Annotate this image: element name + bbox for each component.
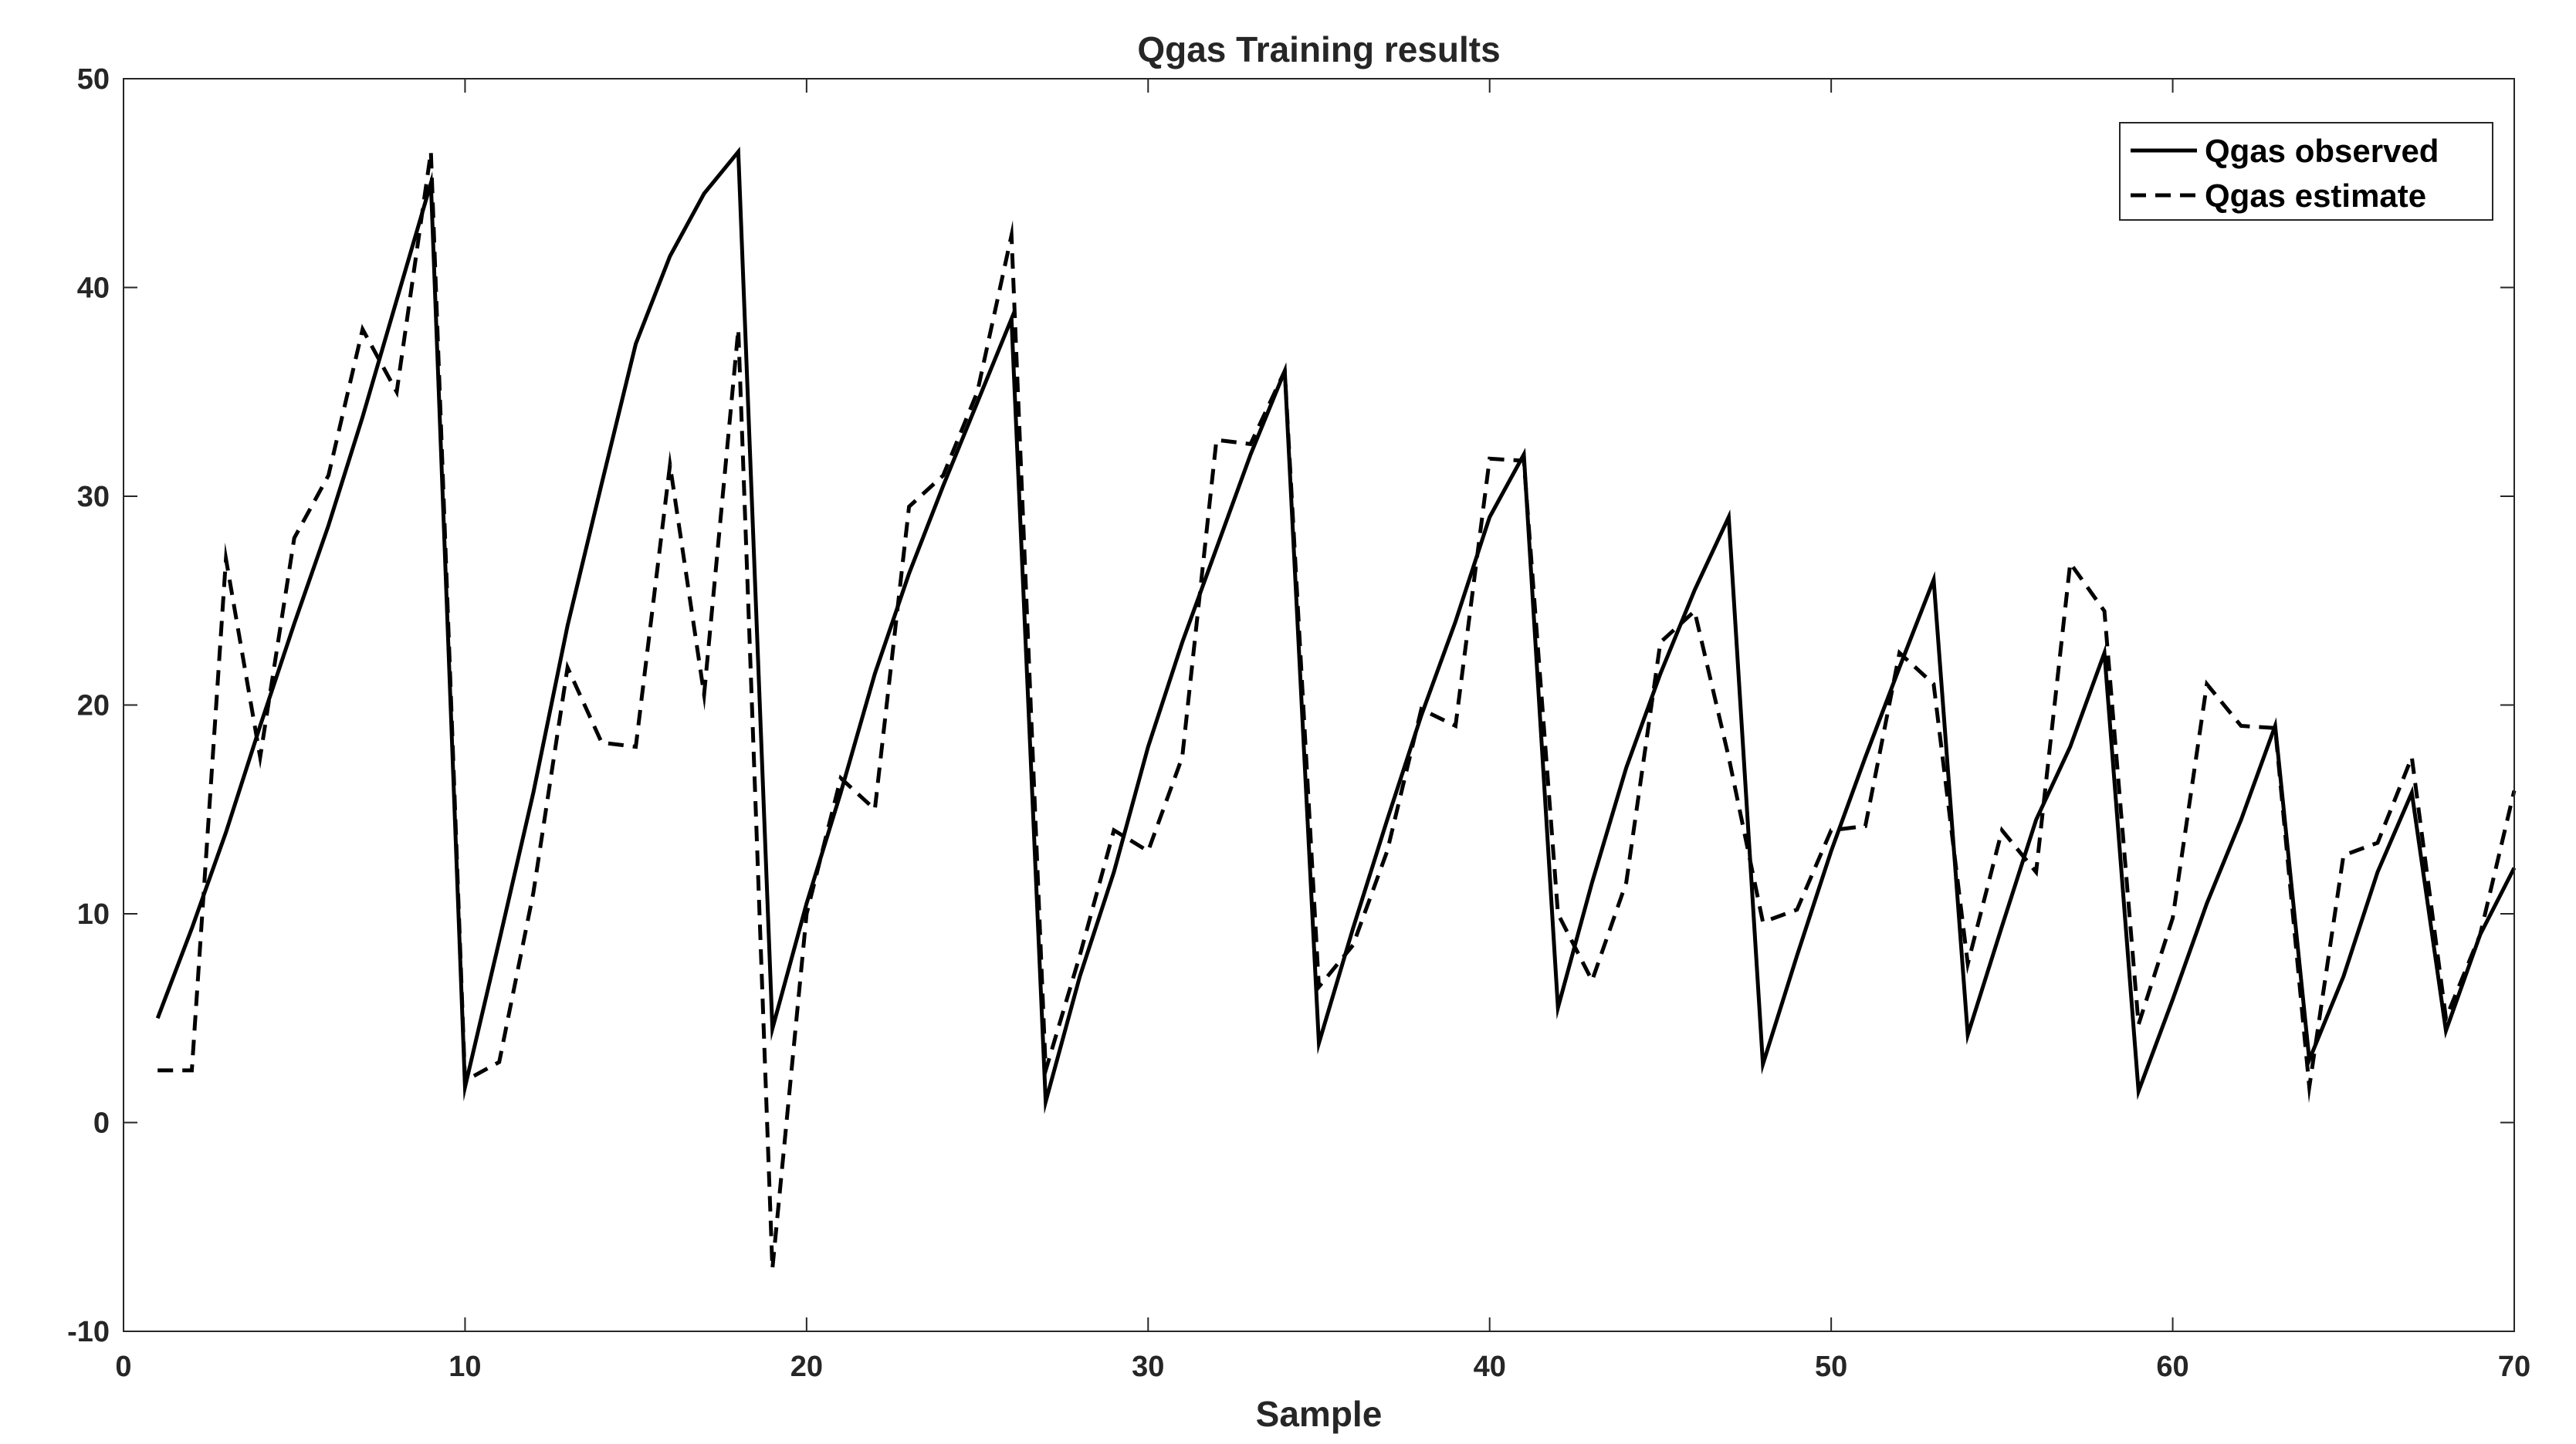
legend-label-estimate: Qgas estimate bbox=[2205, 178, 2426, 214]
legend-label-observed: Qgas observed bbox=[2205, 133, 2439, 169]
x-tick-label: 10 bbox=[449, 1351, 481, 1383]
x-tick-label: 50 bbox=[1815, 1351, 1847, 1383]
plot-border bbox=[123, 78, 2515, 1332]
chart-title: Qgas Training results bbox=[1137, 29, 1500, 69]
x-tick-label: 60 bbox=[2156, 1351, 2188, 1383]
y-tick-label: 30 bbox=[77, 481, 110, 513]
series-layer bbox=[155, 147, 2517, 1270]
x-tick-label: 30 bbox=[1132, 1351, 1164, 1383]
y-tick-label: 50 bbox=[77, 63, 110, 96]
x-axis-title: Sample bbox=[1256, 1394, 1383, 1434]
y-tick-label: 20 bbox=[77, 690, 110, 722]
legend-box bbox=[2119, 122, 2493, 221]
x-tick-label: 40 bbox=[1474, 1351, 1506, 1383]
x-tick-label: 20 bbox=[790, 1351, 823, 1383]
y-tick-label: 40 bbox=[77, 272, 110, 305]
x-tick-label: 70 bbox=[2498, 1351, 2530, 1383]
legend: Qgas observed Qgas estimate bbox=[2119, 122, 2493, 221]
plot-area bbox=[124, 79, 2514, 1331]
y-tick-label: 10 bbox=[77, 898, 110, 931]
series-line-observed bbox=[155, 147, 2517, 1114]
series-line-estimate bbox=[157, 151, 2517, 1270]
x-tick-label: 0 bbox=[115, 1351, 131, 1383]
y-tick-label: -10 bbox=[67, 1316, 110, 1348]
y-tick-label: 0 bbox=[93, 1108, 110, 1140]
